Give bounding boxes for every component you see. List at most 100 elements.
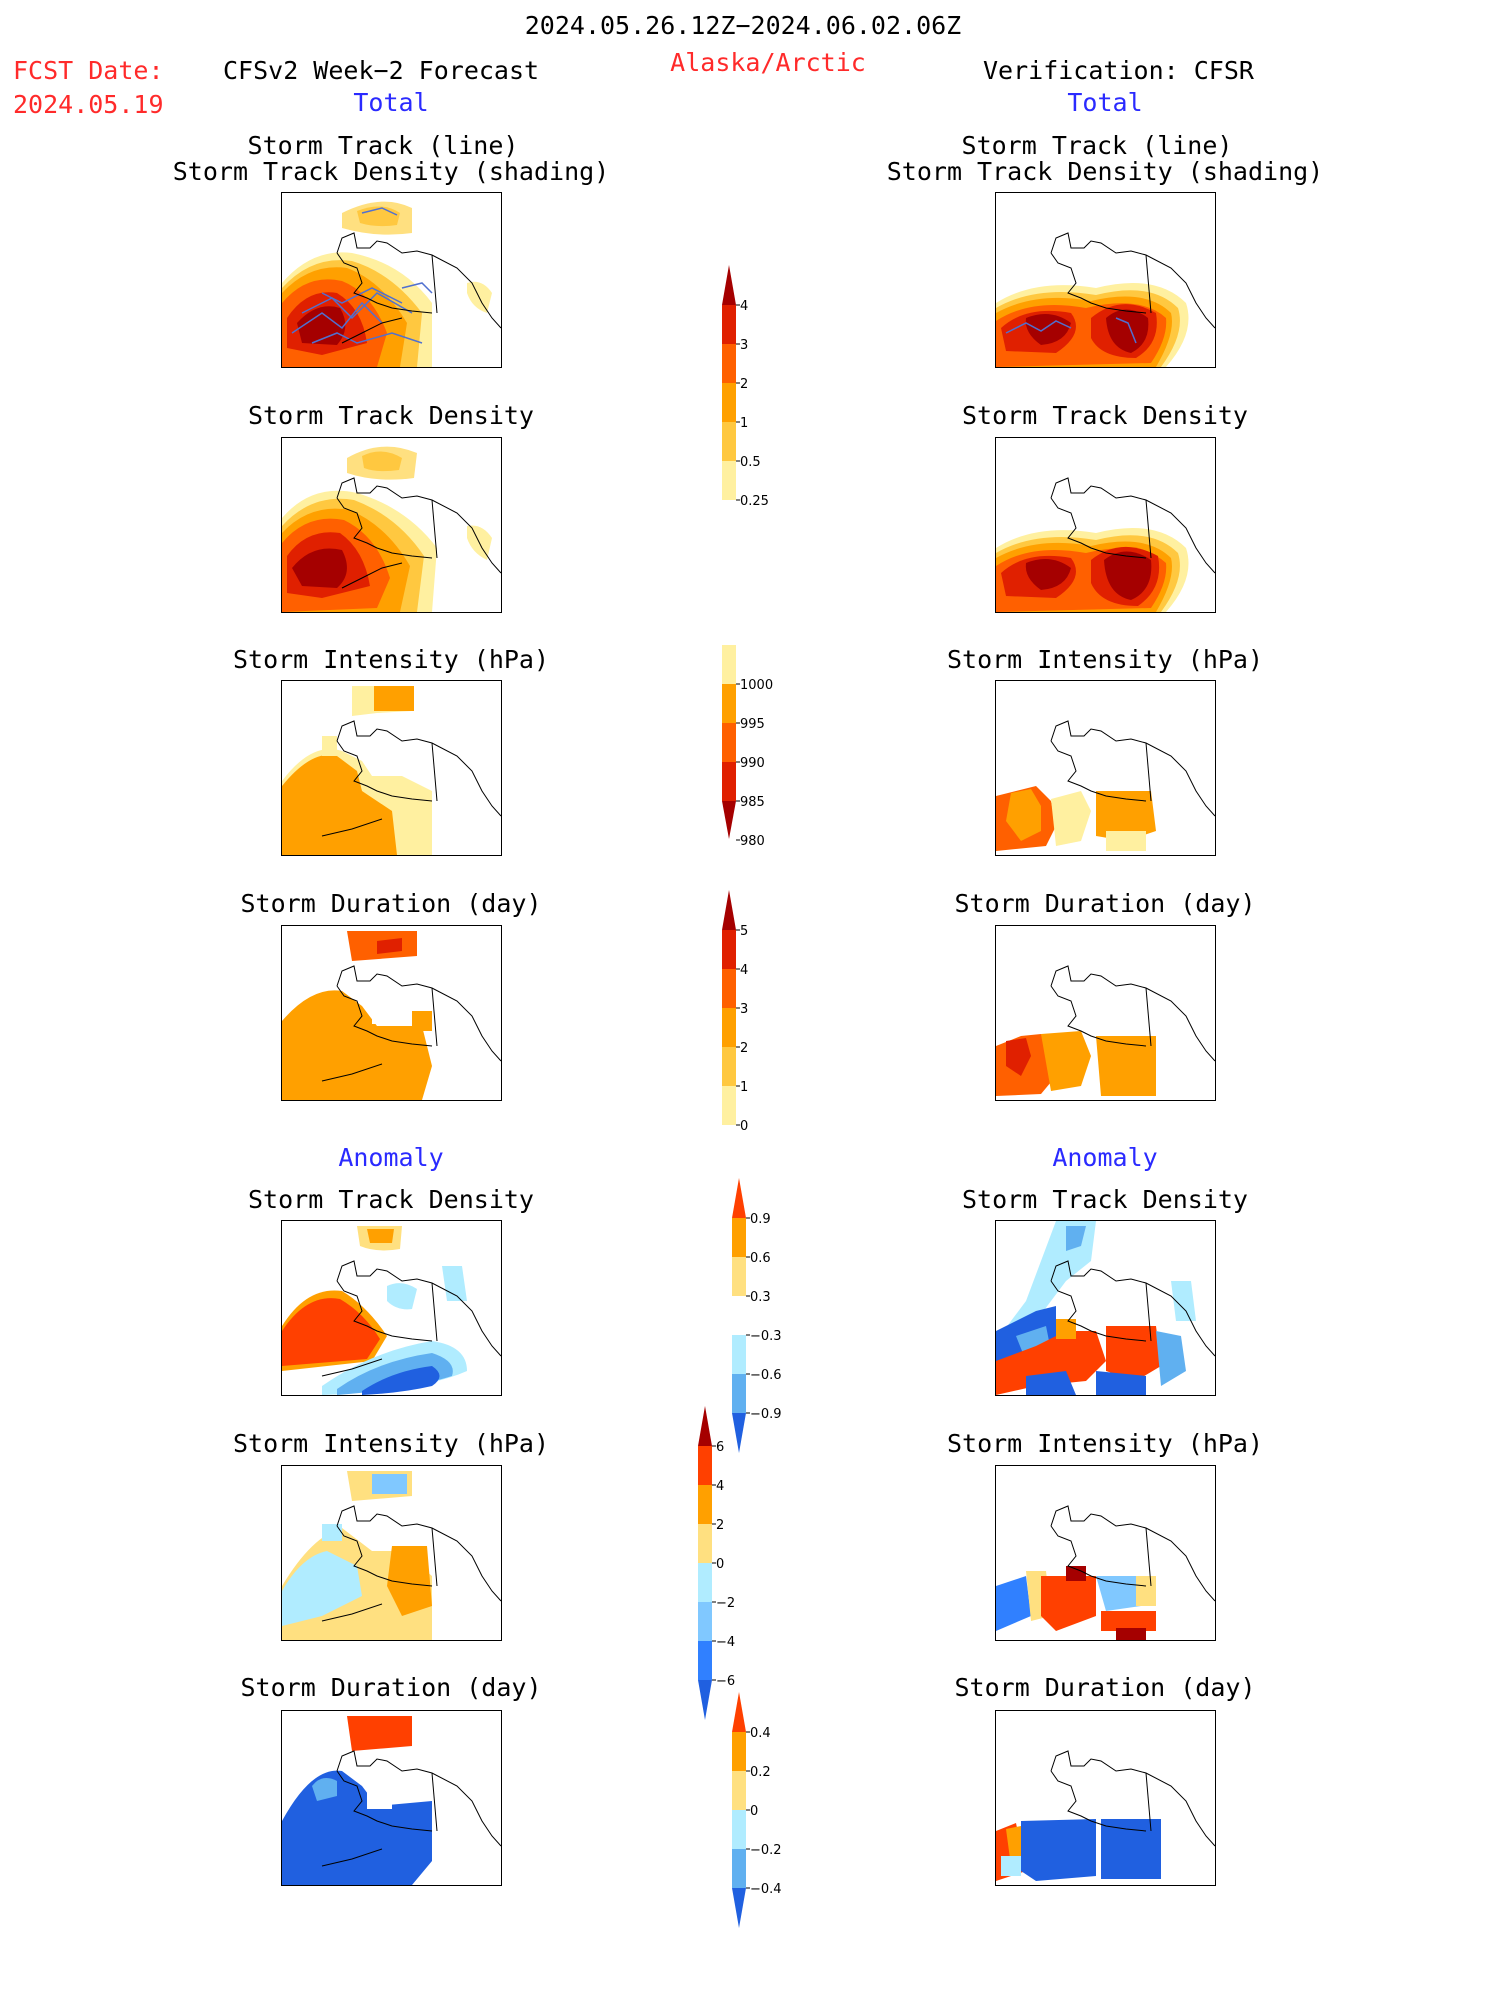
map-forecast-duration	[281, 925, 502, 1101]
colorbar-swatch	[722, 1008, 736, 1047]
colorbar-label: 0.25	[740, 494, 769, 509]
colorbar-label: 0.2	[750, 1765, 771, 1780]
colorbar-swatch	[732, 1771, 746, 1810]
colorbar-label: 995	[740, 717, 765, 732]
colorbar-swatch	[698, 1680, 712, 1720]
colorbar-label: 3	[740, 1002, 748, 1017]
left-duration-title: Storm Duration (day)	[240, 889, 542, 918]
colorbar-label: 0	[740, 1119, 748, 1134]
colorbar-swatch	[732, 1296, 746, 1335]
colorbar-swatch	[732, 1413, 746, 1453]
right-duration-title: Storm Duration (day)	[954, 889, 1256, 918]
colorbar-label: 3	[740, 338, 748, 353]
colorbar-swatch	[732, 1257, 746, 1296]
colorbar-label: −0.9	[750, 1407, 782, 1422]
colorbar-swatch	[722, 383, 736, 422]
right-anom-duration-title: Storm Duration (day)	[954, 1673, 1256, 1702]
colorbar-swatch	[698, 1602, 712, 1641]
colorbar-label: −0.2	[750, 1843, 782, 1858]
colorbar-anomaly-duration: 0.4 0.2 0 −0.2 −0.4	[732, 1692, 812, 2006]
colorbar-label: 990	[740, 756, 765, 771]
colorbar-label: 0.4	[750, 1726, 771, 1741]
colorbar-storm-track-density: 4 3 2 1 0.5 0.25	[722, 265, 802, 539]
colorbar-label: −2	[716, 1596, 735, 1611]
colorbar-swatch	[722, 344, 736, 383]
colorbar-swatch	[722, 422, 736, 461]
map-forecast-anom-intensity	[281, 1465, 502, 1641]
colorbar-label: 2	[716, 1518, 724, 1533]
colorbar-swatch	[722, 801, 736, 839]
colorbar-swatch	[732, 1335, 746, 1374]
map-verification-density	[995, 437, 1216, 613]
colorbar-label: −4	[716, 1635, 735, 1650]
colorbar-swatch	[698, 1524, 712, 1563]
anomaly-label-left: Anomaly	[338, 1143, 444, 1172]
colorbar-swatch	[698, 1641, 712, 1680]
right-density-title: Storm Track Density	[962, 401, 1248, 430]
colorbar-swatch	[698, 1406, 712, 1446]
map-verification-anom-duration	[995, 1710, 1216, 1886]
colorbar-swatch	[722, 461, 736, 500]
colorbar-label: 0.3	[750, 1290, 771, 1305]
colorbar-label: 6	[716, 1440, 724, 1455]
map-verification-duration	[995, 925, 1216, 1101]
verification-label: Verification: CFSR	[983, 56, 1254, 85]
colorbar-swatch	[722, 1047, 736, 1086]
colorbar-swatch	[732, 1374, 746, 1413]
colorbar-swatch	[698, 1446, 712, 1485]
colorbar-label: −0.4	[750, 1882, 782, 1897]
colorbar-anomaly-intensity: 6 4 2 0 −2 −4 −6	[698, 1406, 778, 1798]
colorbar-label: 0	[750, 1804, 758, 1819]
map-forecast-anom-density	[281, 1220, 502, 1396]
colorbar-label: 5	[740, 924, 748, 939]
map-forecast-anom-duration	[281, 1710, 502, 1886]
colorbar-label: 1000	[740, 678, 773, 693]
colorbar-label: 980	[740, 834, 765, 849]
anomaly-label-right: Anomaly	[1052, 1143, 1158, 1172]
right-anom-density-title: Storm Track Density	[962, 1185, 1248, 1214]
map-verification-intensity	[995, 680, 1216, 856]
colorbar-swatch	[732, 1218, 746, 1257]
colorbar-label: 4	[716, 1479, 724, 1494]
colorbar-swatch	[722, 762, 736, 801]
map-verification-anom-density	[995, 1220, 1216, 1396]
colorbar-label: 2	[740, 1041, 748, 1056]
right-track-title-line1: Storm Track (line)	[961, 131, 1233, 160]
colorbar-label: 1	[740, 416, 748, 431]
colorbar-label: 4	[740, 963, 748, 978]
map-verification-anom-intensity	[995, 1465, 1216, 1641]
colorbar-label: 0.5	[740, 455, 761, 470]
colorbar-swatch	[722, 1086, 736, 1125]
colorbar-swatch	[732, 1692, 746, 1732]
right-anom-intensity-title: Storm Intensity (hPa)	[946, 1429, 1264, 1458]
colorbar-swatch	[722, 265, 736, 305]
colorbar-swatch	[722, 930, 736, 969]
left-anom-density-title: Storm Track Density	[248, 1185, 534, 1214]
right-intensity-title: Storm Intensity (hPa)	[946, 645, 1264, 674]
colorbar-swatch	[732, 1888, 746, 1928]
forecast-model-label: CFSv2 Week−2 Forecast	[223, 56, 540, 85]
colorbar-storm-duration: 5 4 3 2 1 0	[722, 890, 802, 1164]
colorbar-label: −0.3	[750, 1329, 782, 1344]
map-forecast-density	[281, 437, 502, 613]
colorbar-label: 2	[740, 377, 748, 392]
colorbar-label: −0.6	[750, 1368, 782, 1383]
fcst-date-label: FCST Date:	[13, 56, 164, 85]
map-forecast-intensity	[281, 680, 502, 856]
colorbar-label: 985	[740, 795, 765, 810]
map-verification-storm-track	[995, 192, 1216, 368]
colorbar-swatch	[732, 1810, 746, 1849]
colorbar-label: 0	[716, 1557, 724, 1572]
left-anom-duration-title: Storm Duration (day)	[240, 1673, 542, 1702]
colorbar-swatch	[722, 890, 736, 930]
map-forecast-storm-track	[281, 192, 502, 368]
right-track-title-line2: Storm Track Density (shading)	[886, 157, 1324, 186]
left-track-title-line1: Storm Track (line)	[247, 131, 519, 160]
colorbar-swatch	[722, 305, 736, 344]
colorbar-label: 1	[740, 1080, 748, 1095]
colorbar-swatch	[732, 1178, 746, 1218]
total-label-right: Total	[1067, 88, 1143, 117]
colorbar-swatch	[722, 684, 736, 723]
colorbar-swatch	[722, 969, 736, 1008]
colorbar-swatch	[732, 1849, 746, 1888]
